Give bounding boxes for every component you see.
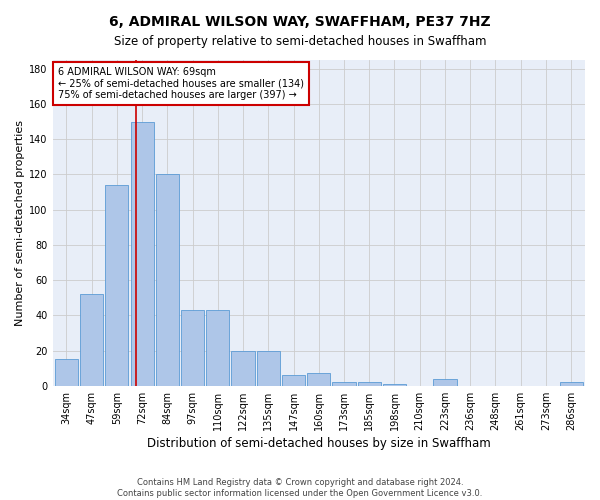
Text: 6 ADMIRAL WILSON WAY: 69sqm
← 25% of semi-detached houses are smaller (134)
75% : 6 ADMIRAL WILSON WAY: 69sqm ← 25% of sem… xyxy=(58,66,304,100)
Bar xyxy=(282,376,305,386)
Text: Contains HM Land Registry data © Crown copyright and database right 2024.
Contai: Contains HM Land Registry data © Crown c… xyxy=(118,478,482,498)
Bar xyxy=(55,360,78,386)
Bar xyxy=(560,382,583,386)
Bar xyxy=(383,384,406,386)
Bar xyxy=(307,374,331,386)
Bar xyxy=(257,350,280,386)
Bar xyxy=(105,185,128,386)
Text: 6, ADMIRAL WILSON WAY, SWAFFHAM, PE37 7HZ: 6, ADMIRAL WILSON WAY, SWAFFHAM, PE37 7H… xyxy=(109,15,491,29)
Bar xyxy=(156,174,179,386)
Bar xyxy=(232,350,254,386)
X-axis label: Distribution of semi-detached houses by size in Swaffham: Distribution of semi-detached houses by … xyxy=(147,437,491,450)
Bar xyxy=(80,294,103,386)
Bar xyxy=(181,310,204,386)
Bar xyxy=(332,382,356,386)
Bar xyxy=(131,122,154,386)
Bar xyxy=(433,379,457,386)
Y-axis label: Number of semi-detached properties: Number of semi-detached properties xyxy=(15,120,25,326)
Text: Size of property relative to semi-detached houses in Swaffham: Size of property relative to semi-detach… xyxy=(114,35,486,48)
Bar xyxy=(358,382,381,386)
Bar xyxy=(206,310,229,386)
